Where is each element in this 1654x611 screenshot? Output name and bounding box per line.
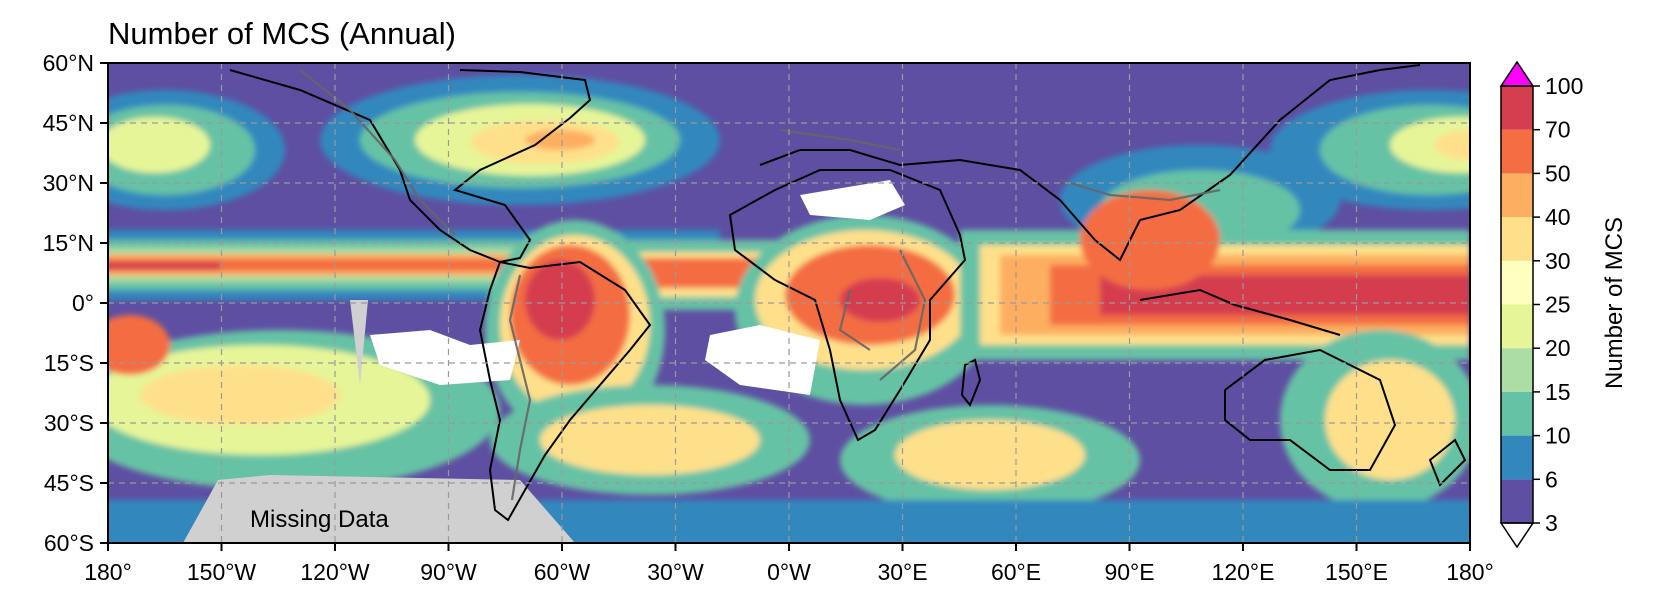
colorbar-tick-label: 20 — [1545, 335, 1571, 361]
x-tick-label: 30°E — [877, 559, 927, 585]
y-tick-label: 15°S — [44, 350, 94, 376]
colorbar-segment — [1501, 391, 1533, 436]
y-tick-label: 60°N — [43, 50, 94, 76]
axis-ticks: 180° 150°W 120°W 90°W 60°W 30°W 0°W 30°E 60°E 90°… — [43, 50, 1494, 585]
y-tick-label: 30°S — [44, 410, 94, 436]
y-tick-label: 15°N — [43, 230, 94, 256]
colorbar-segment — [1501, 348, 1533, 392]
colorbar-extend-max — [1499, 60, 1535, 87]
colorbar-segment — [1501, 260, 1533, 305]
y-tick-label: 45°S — [44, 470, 94, 496]
colorbar-segment — [1501, 86, 1533, 130]
colorbar-tick-label: 100 — [1545, 73, 1583, 99]
x-tick-label: 180° — [1446, 559, 1494, 585]
colorbar-tick-label: 3 — [1545, 510, 1558, 536]
colorbar-extend-min — [1499, 522, 1535, 549]
colorbar-segment — [1501, 479, 1533, 523]
x-tick-label: 150°W — [187, 559, 257, 585]
y-tick-label: 45°N — [43, 110, 94, 136]
colorbar-segment — [1501, 217, 1533, 261]
map-field — [108, 63, 1470, 543]
x-tick-label: 60°E — [991, 559, 1041, 585]
colorbar-tick-label: 30 — [1545, 248, 1571, 274]
x-tick-label: 60°W — [534, 559, 591, 585]
y-tick-label: 0° — [72, 290, 94, 316]
missing-data-label: Missing Data — [250, 506, 389, 533]
colorbar-segment — [1501, 304, 1533, 349]
colorbar-tick-label: 25 — [1545, 292, 1571, 318]
colorbar-tick-label: 50 — [1545, 160, 1571, 186]
gridlines — [108, 63, 1470, 543]
y-tick-label: 30°N — [43, 170, 94, 196]
colorbar-label: Number of MCS — [1601, 217, 1628, 389]
colorbar-tick-label: 6 — [1545, 466, 1558, 492]
colorbar-segment — [1501, 173, 1533, 218]
x-tick-label: 90°E — [1104, 559, 1154, 585]
colorbar-segment — [1501, 435, 1533, 480]
x-tick-label: 90°W — [420, 559, 477, 585]
x-tick-label: 0°W — [767, 559, 811, 585]
colorbar-tick-label: 10 — [1545, 423, 1571, 449]
x-tick-label: 150°E — [1325, 559, 1388, 585]
map-title: Number of MCS (Annual) — [108, 16, 457, 51]
colorbar: 3 6 10 15 20 25 30 40 50 70 100 — [1499, 60, 1583, 549]
x-tick-label: 120°W — [300, 559, 370, 585]
colorbar-segment — [1501, 129, 1533, 174]
colorbar-tick-label: 70 — [1545, 117, 1571, 143]
x-tick-label: 120°E — [1212, 559, 1275, 585]
missing-data-regions — [183, 300, 575, 543]
x-tick-label: 30°W — [647, 559, 704, 585]
x-tick-label: 180° — [84, 559, 132, 585]
y-tick-label: 60°S — [44, 530, 94, 556]
colorbar-tick-label: 15 — [1545, 379, 1571, 405]
colorbar-tick-label: 40 — [1545, 204, 1571, 230]
